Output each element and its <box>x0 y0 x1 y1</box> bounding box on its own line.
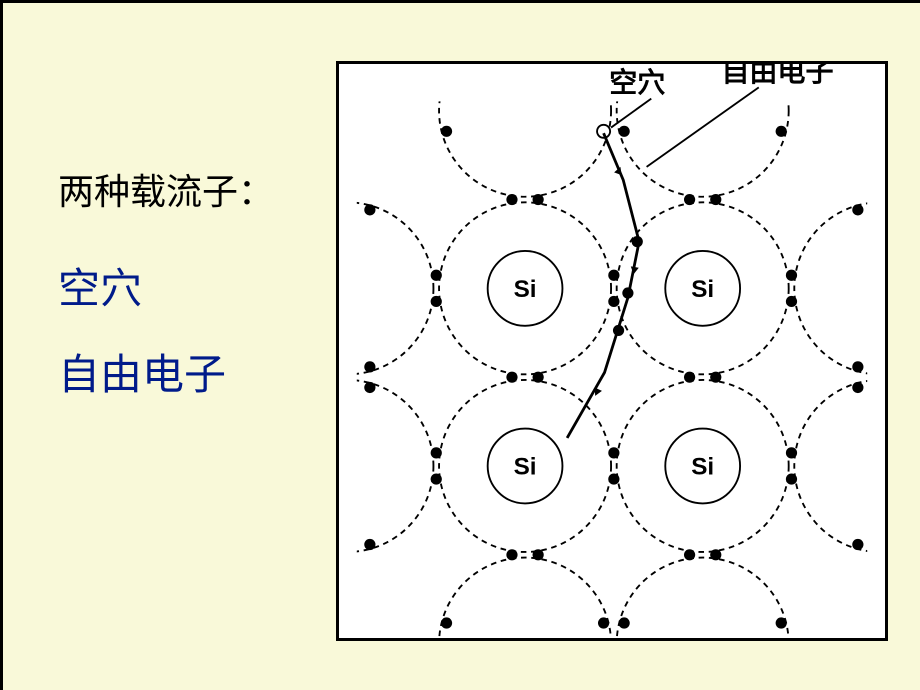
svg-text:Si: Si <box>514 453 537 480</box>
lattice-svg: Si Si Si Si 空穴 自由电子 <box>339 64 885 638</box>
svg-text:空穴: 空穴 <box>609 66 665 98</box>
svg-text:Si: Si <box>514 276 537 303</box>
svg-text:Si: Si <box>691 276 714 303</box>
svg-text:自由电子: 自由电子 <box>721 64 833 87</box>
carrier-hole: 空穴 <box>58 255 274 316</box>
svg-text:Si: Si <box>691 453 714 480</box>
silicon-lattice-diagram: Si Si Si Si 空穴 自由电子 <box>336 61 888 641</box>
page-title: 两种载流子： <box>58 163 274 215</box>
carrier-electron: 自由电子 <box>58 341 274 402</box>
